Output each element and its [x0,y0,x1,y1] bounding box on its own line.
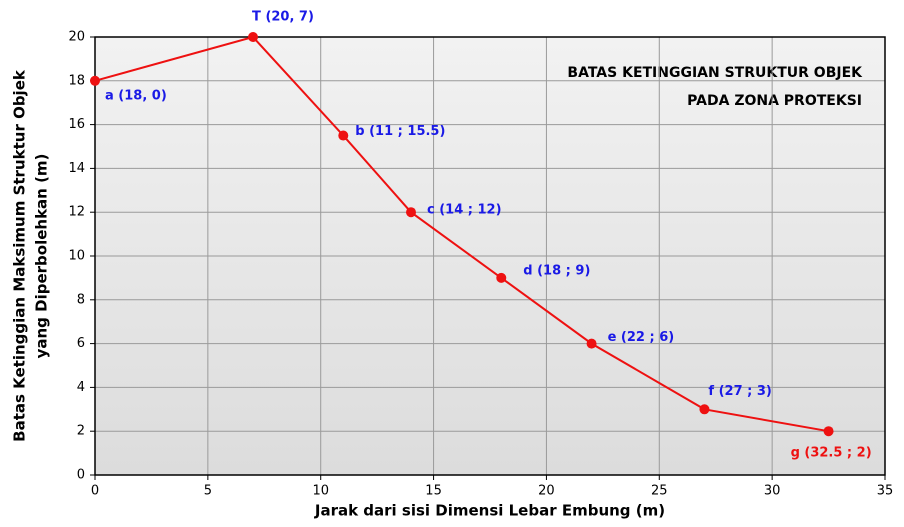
point-label: b (11 ; 15.5) [355,124,445,139]
point [496,272,507,283]
y-tick-label: 12 [68,205,85,220]
y-tick-label: 16 [68,117,85,132]
point-label: e (22 ; 6) [608,330,675,345]
x-axis-label: Jarak dari sisi Dimensi Lebar Embung (m) [314,502,665,520]
chart-title: PADA ZONA PROTEKSI [687,93,862,109]
y-tick-label: 8 [77,292,85,307]
y-tick-label: 4 [77,380,85,395]
point-label: d (18 ; 9) [523,263,590,278]
point-label: c (14 ; 12) [427,203,502,218]
y-tick-label: 18 [68,73,85,88]
point-label: f (27 ; 3) [708,384,771,399]
x-tick-label: 10 [312,484,329,499]
point [90,75,100,86]
x-tick-label: 20 [538,484,555,499]
y-axis-label: yang Diperbolehkan (m) [33,154,51,359]
chart-title: BATAS KETINGGIAN STRUKTUR OBJEK [567,65,863,81]
point-label: a (18, 0) [105,88,167,103]
point [823,426,834,437]
x-tick-label: 5 [204,484,212,499]
point-label: g (32.5 ; 2) [791,446,872,461]
x-tick-label: 0 [91,484,99,499]
point [406,207,416,218]
y-axis-label: Batas Ketinggian Maksimum Struktur Objek [11,69,29,442]
point [338,130,349,141]
point [586,338,597,349]
line [94,35,829,433]
x-tick-label: 35 [877,484,894,499]
x-tick-label: 15 [425,484,442,499]
y-tick-label: 20 [68,30,85,45]
y-tick-label: 6 [77,336,85,351]
y-tick-label: 14 [68,161,85,176]
plot-border [94,36,886,476]
y-tick-label: 10 [68,249,85,264]
y-tick-label: 2 [77,424,85,439]
x-tick-label: 25 [651,484,668,499]
point [248,32,258,42]
point-label: T (20, 7) [252,10,314,25]
y-tick-label: 0 [77,468,85,483]
point [699,404,710,415]
x-tick-label: 30 [764,484,781,499]
